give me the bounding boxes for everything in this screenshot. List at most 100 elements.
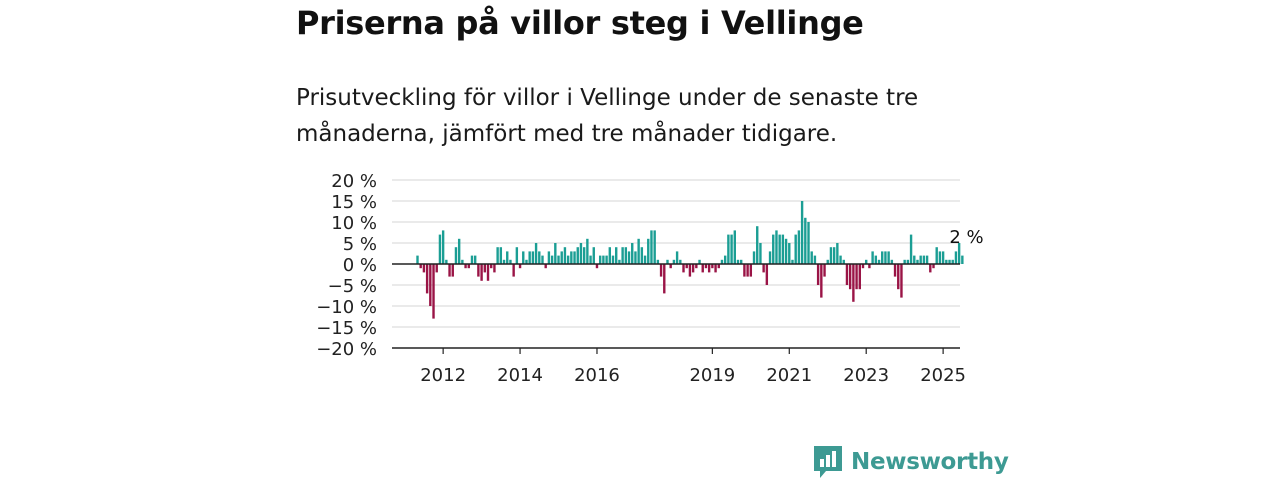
bar-positive <box>935 247 938 264</box>
bar-positive <box>832 247 836 264</box>
bar-positive <box>445 259 448 264</box>
bar-negative <box>595 264 599 269</box>
bar-positive <box>948 259 951 264</box>
bar-positive <box>768 251 772 264</box>
bar-positive <box>506 251 509 264</box>
bar-positive <box>582 247 586 264</box>
bar-positive <box>573 251 576 264</box>
y-tick-label: −15 % <box>316 318 377 339</box>
bar-positive <box>624 247 628 264</box>
bar-positive <box>416 255 419 264</box>
x-tick-label: 2025 <box>920 365 966 386</box>
bar-negative <box>451 264 454 277</box>
bar-negative <box>932 264 935 269</box>
bar-positive <box>961 255 964 264</box>
bar-positive <box>938 251 942 264</box>
bar-negative <box>893 264 897 277</box>
bar-negative <box>490 264 493 269</box>
bar-positive <box>554 243 557 264</box>
bar-positive <box>541 255 544 264</box>
bar-positive <box>916 259 919 264</box>
bar-positive <box>874 255 878 264</box>
bar-positive <box>579 243 583 264</box>
y-tick-label: 5 % <box>343 234 377 255</box>
bar-negative <box>663 264 666 294</box>
bar-positive <box>547 251 551 264</box>
chart-title: Priserna på villor steg i Vellinge <box>296 4 864 42</box>
bar-positive <box>736 259 740 264</box>
bar-positive <box>733 230 736 264</box>
bar-negative <box>714 264 717 273</box>
bar-positive <box>941 251 945 264</box>
bar-positive <box>611 255 615 264</box>
bar-negative <box>435 264 438 273</box>
bar-positive <box>829 247 833 264</box>
y-tick-label: 20 % <box>331 171 377 192</box>
bar-negative <box>707 264 711 273</box>
bar-positive <box>598 255 602 264</box>
bar-negative <box>691 264 695 273</box>
bar-negative <box>477 264 480 277</box>
bar-positive <box>740 259 743 264</box>
bar-negative <box>429 264 432 306</box>
bar-positive <box>473 255 477 264</box>
bar-positive <box>865 259 868 264</box>
bar-negative <box>900 264 903 298</box>
bar-positive <box>781 234 785 264</box>
bar-positive <box>890 259 894 264</box>
bar-positive <box>672 259 676 264</box>
bar-negative <box>858 264 861 290</box>
bar-negative <box>743 264 746 277</box>
bar-positive <box>557 255 560 264</box>
bar-negative <box>493 264 496 273</box>
bar-positive <box>666 259 669 264</box>
bar-negative <box>929 264 932 273</box>
bar-positive <box>534 243 538 264</box>
bar-positive <box>602 255 605 264</box>
bar-positive <box>954 251 958 264</box>
bar-negative <box>480 264 483 281</box>
bar-positive <box>788 243 791 264</box>
bar-positive <box>454 247 458 264</box>
bar-positive <box>925 255 929 264</box>
bar-positive <box>877 259 881 264</box>
bar-positive <box>640 247 644 264</box>
bar-positive <box>884 251 887 264</box>
bar-positive <box>730 234 733 264</box>
bar-negative <box>746 264 749 277</box>
bar-negative <box>868 264 871 269</box>
bar-negative <box>688 264 692 277</box>
bar-positive <box>461 259 464 264</box>
x-tick-label: 2021 <box>766 365 812 386</box>
bar-positive <box>723 255 727 264</box>
bar-positive <box>752 251 756 264</box>
chart-subtitle: Prisutveckling för villor i Vellinge und… <box>296 85 919 147</box>
bar-positive <box>957 243 961 264</box>
bar-negative <box>544 264 547 269</box>
bar-positive <box>608 247 611 264</box>
bar-positive <box>679 259 682 264</box>
bar-negative <box>682 264 685 273</box>
bar-positive <box>566 255 570 264</box>
bar-negative <box>852 264 855 302</box>
bar-positive <box>438 234 442 264</box>
bar-positive <box>656 259 660 264</box>
bar-negative <box>467 264 470 269</box>
bar-negative <box>432 264 435 319</box>
bar-positive <box>457 238 461 264</box>
bar-positive <box>922 255 926 264</box>
bar-negative <box>897 264 900 290</box>
bar-negative <box>512 264 515 277</box>
bar-positive <box>631 243 634 264</box>
bar-positive <box>813 255 817 264</box>
bar-negative <box>845 264 849 285</box>
x-tick-label: 2014 <box>497 365 543 386</box>
bar-positive <box>496 247 499 264</box>
bar-positive <box>528 251 531 264</box>
brand-logo[interactable]: Newsworthy <box>814 446 1009 478</box>
bar-positive <box>509 259 512 264</box>
bar-positive <box>778 234 781 264</box>
bar-positive <box>842 259 845 264</box>
y-tick-label: 10 % <box>331 213 377 234</box>
bar-positive <box>470 255 474 264</box>
